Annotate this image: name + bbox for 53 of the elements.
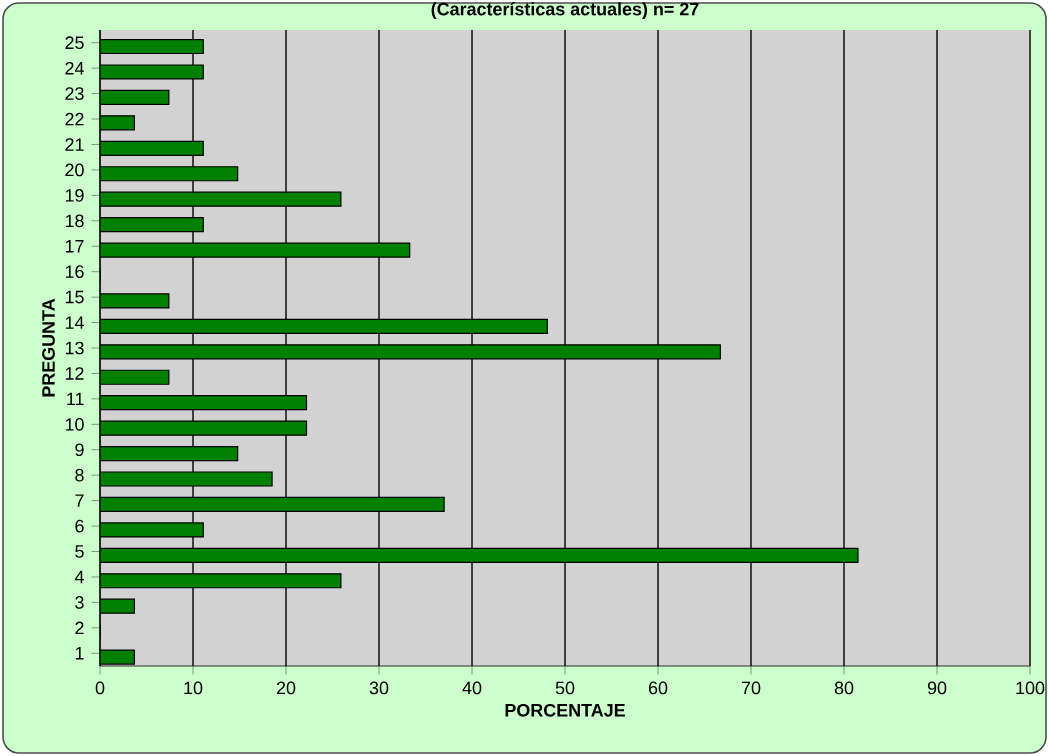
bar	[100, 573, 342, 589]
x-tick-label: 70	[741, 681, 761, 695]
x-tick-label: 10	[184, 681, 203, 695]
bar	[100, 166, 239, 182]
y-tick-label: 16	[65, 265, 84, 279]
y-tick-label: 13	[65, 341, 84, 355]
y-tick-label: 6	[75, 519, 84, 533]
y-tick-label: 18	[65, 214, 84, 228]
x-tick-label: 90	[927, 681, 947, 695]
y-tick-label: 14	[65, 316, 84, 329]
y-tick-label: 10	[65, 417, 84, 431]
y-tick-label: 17	[65, 240, 84, 253]
y-tick-label: 11	[67, 392, 84, 406]
y-tick-label: 19	[65, 189, 84, 202]
x-tick-label: 0	[95, 681, 105, 695]
bar	[100, 344, 721, 360]
y-axis-title: PREGUNTA	[42, 298, 55, 397]
bar	[100, 38, 204, 55]
y-tick-label: 25	[65, 36, 84, 50]
y-tick-label: 24	[65, 61, 84, 75]
y-tick-label: 9	[75, 443, 84, 457]
y-tick-label: 12	[65, 367, 84, 380]
y-tick-label: 7	[75, 494, 84, 507]
x-tick-label: 100	[1016, 681, 1045, 695]
bar	[100, 318, 548, 334]
y-tick-label: 3	[75, 596, 84, 609]
bar	[100, 445, 239, 462]
y-tick-label: 15	[65, 290, 84, 304]
x-tick-label: 40	[462, 681, 482, 695]
bar	[100, 496, 445, 513]
bar	[100, 369, 170, 385]
bar	[100, 89, 170, 106]
y-tick-label: 2	[75, 621, 84, 635]
y-tick-label: 20	[65, 163, 84, 177]
y-tick-label: 23	[65, 87, 84, 100]
bar	[100, 547, 859, 563]
y-tick-label: 5	[75, 545, 84, 558]
bar	[100, 191, 342, 207]
y-tick-label: 21	[65, 138, 84, 151]
bar	[100, 140, 204, 156]
x-tick-label: 20	[276, 681, 296, 695]
y-tick-label: 22	[65, 112, 84, 126]
y-tick-label: 4	[74, 570, 84, 584]
y-tick-label: 1	[75, 647, 84, 660]
x-tick-label: 50	[555, 681, 575, 695]
y-tick-label: 8	[75, 468, 84, 482]
bar	[100, 395, 308, 411]
x-tick-label: 60	[648, 681, 668, 695]
bar	[100, 217, 204, 233]
x-tick-label: 30	[369, 681, 389, 695]
x-tick-label: 80	[834, 681, 854, 695]
x-axis-title: PORCENTAJE	[505, 703, 625, 717]
chart-title: (Características actuales) n= 27	[431, 2, 699, 19]
